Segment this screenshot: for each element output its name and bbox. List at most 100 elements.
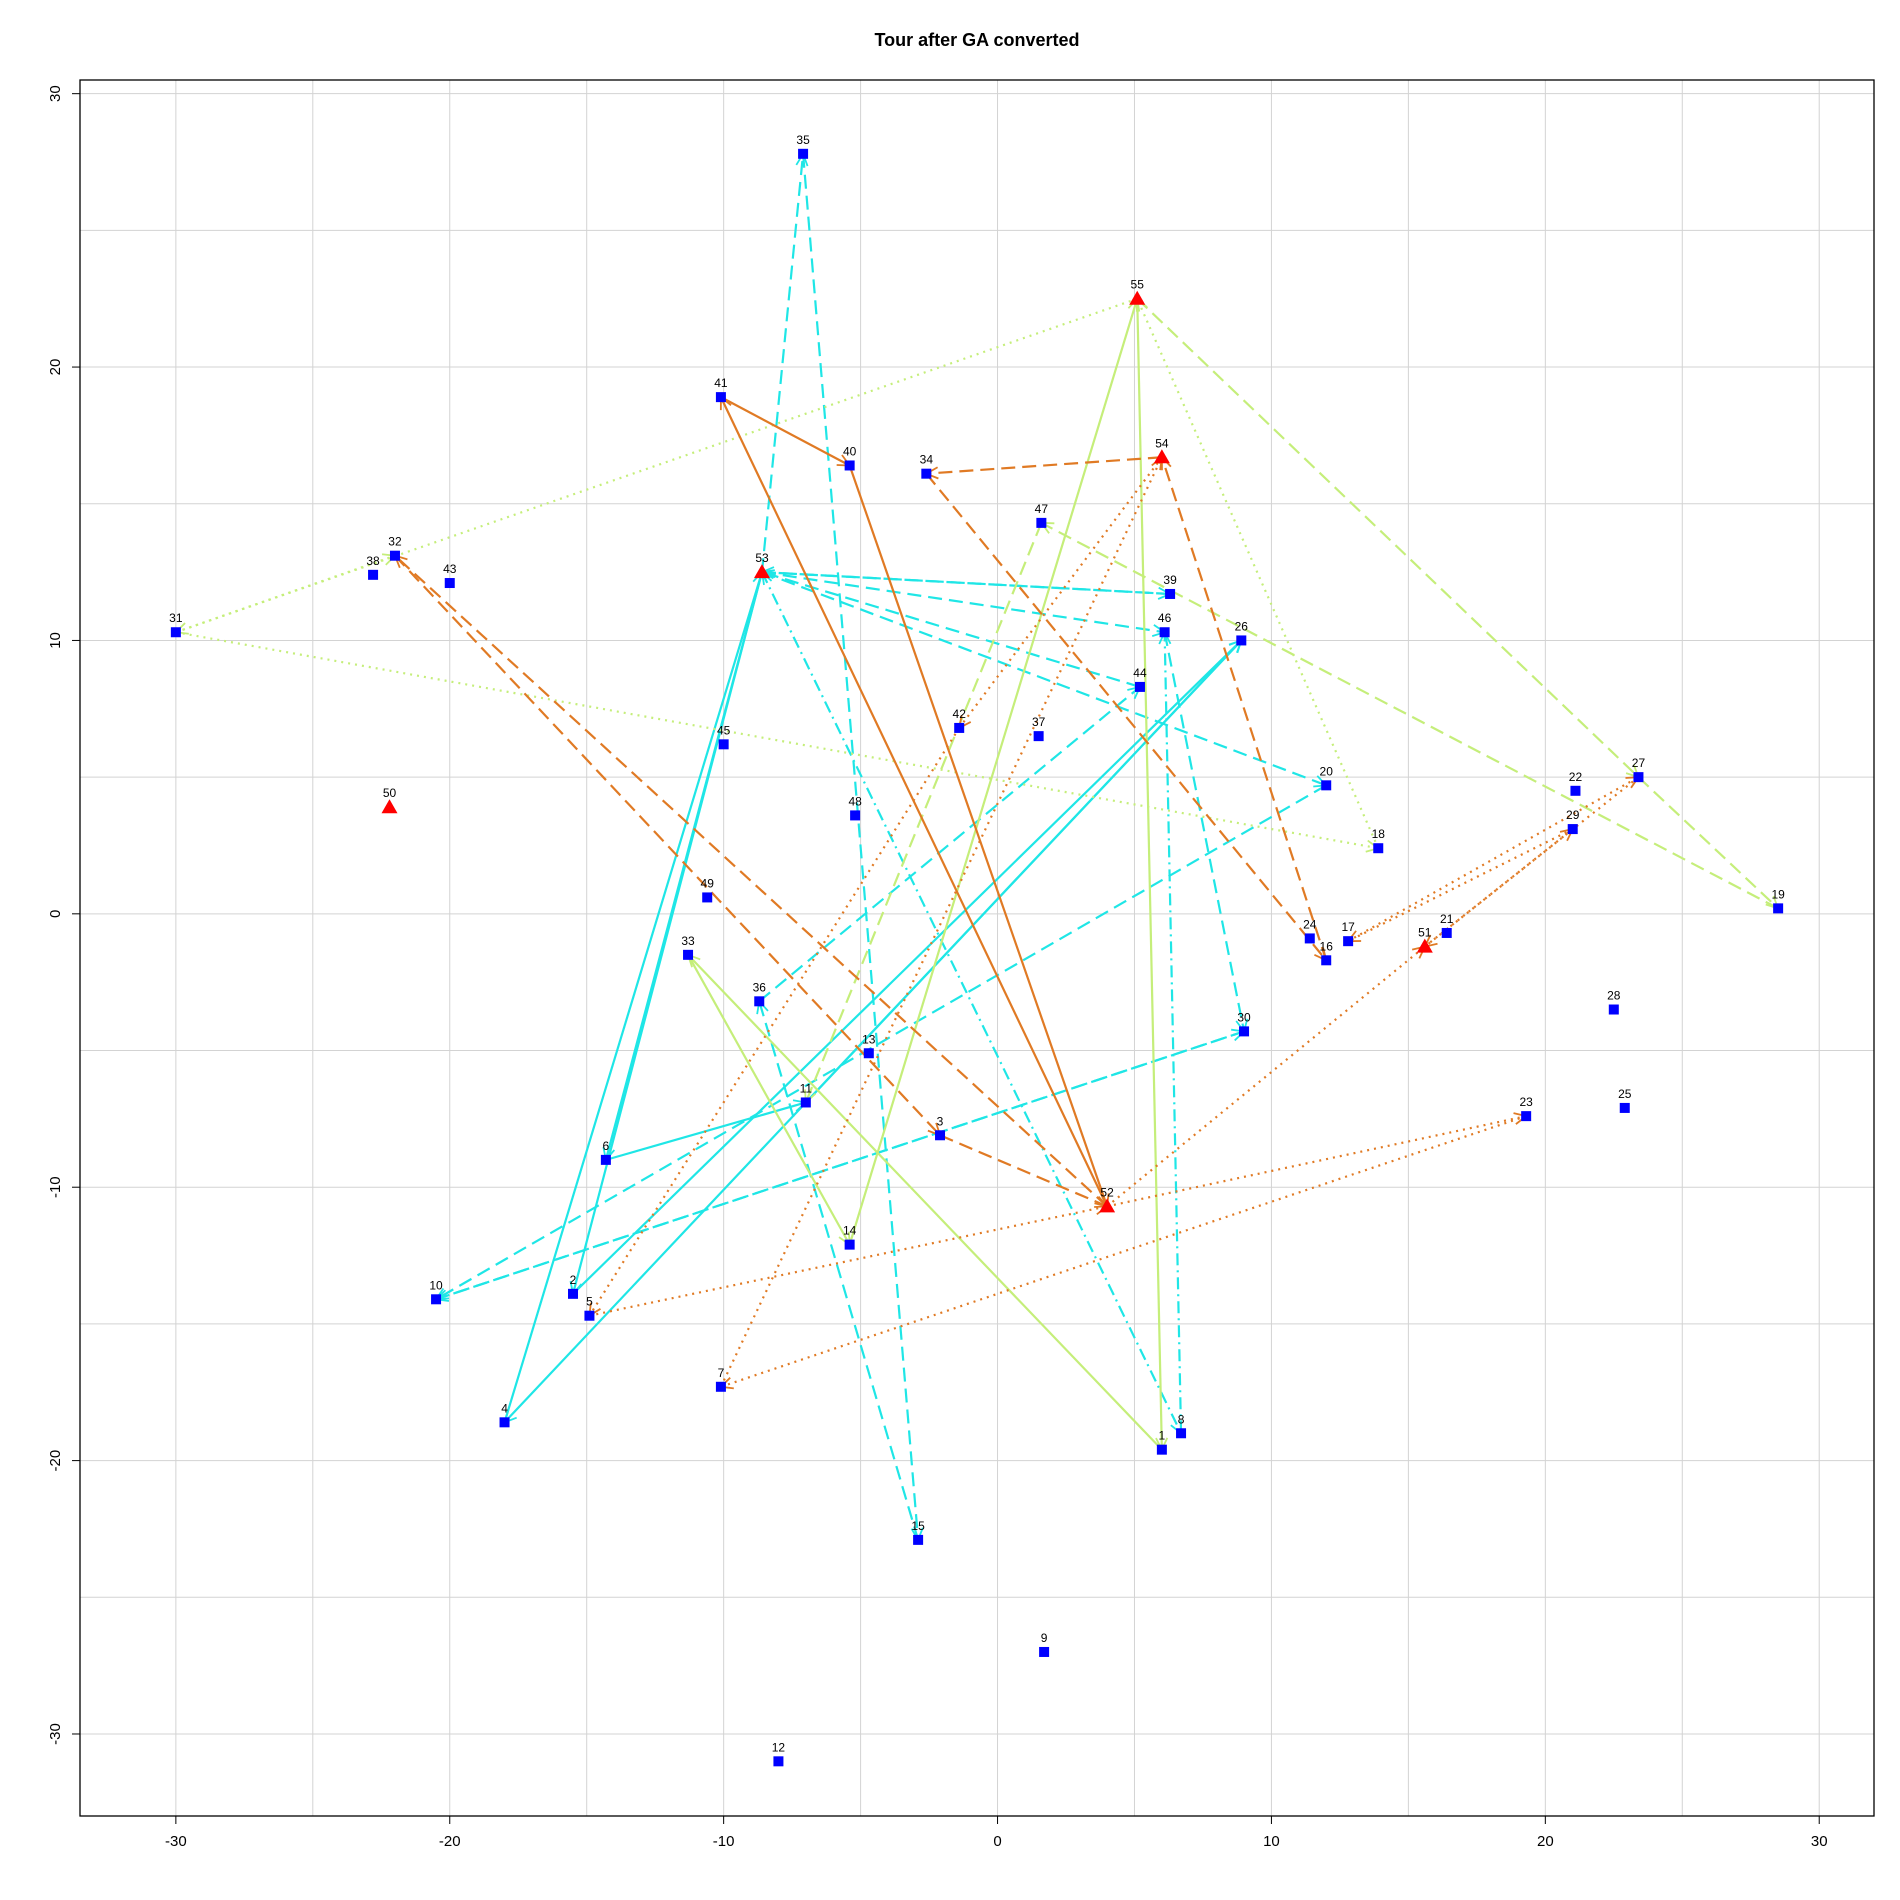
- route-segment-53-20: [761, 571, 1327, 787]
- route-segment-30-10: [435, 1030, 1245, 1301]
- node-label-52: 52: [1100, 1185, 1114, 1199]
- node-label-48: 48: [848, 794, 862, 808]
- node-label-35: 35: [796, 133, 810, 147]
- customer-marker-17: [1343, 936, 1354, 947]
- customer-marker-9: [1039, 1646, 1050, 1657]
- node-label-38: 38: [366, 554, 380, 568]
- node-label-18: 18: [1372, 827, 1386, 841]
- y-tick-label--20: -20: [47, 1450, 64, 1472]
- node-label-41: 41: [714, 376, 728, 390]
- route-segment-3-52: [939, 1134, 1108, 1208]
- customer-marker-45: [718, 739, 729, 750]
- node-label-31: 31: [169, 611, 183, 625]
- route-segment-19-47: [1040, 521, 1779, 910]
- customer-marker-30: [1239, 1026, 1250, 1037]
- node-label-4: 4: [501, 1401, 508, 1415]
- route-segment-54-42: [958, 456, 1163, 729]
- customer-marker-28: [1608, 1004, 1619, 1015]
- node-label-49: 49: [701, 876, 715, 890]
- node-label-14: 14: [843, 1224, 857, 1238]
- route-segment-52-32: [394, 554, 1108, 1208]
- node-label-19: 19: [1771, 887, 1785, 901]
- route-segment-1-33: [687, 954, 1163, 1451]
- route-segment-46-30: [1163, 632, 1246, 1032]
- node-label-3: 3: [937, 1114, 944, 1128]
- route-segment-53-46: [761, 571, 1165, 634]
- grid-lines: [80, 80, 1874, 1816]
- node-label-50: 50: [383, 786, 397, 800]
- node-label-17: 17: [1341, 920, 1355, 934]
- route-segment-2-26: [572, 639, 1243, 1295]
- x-tick-label--20: -20: [439, 1833, 461, 1850]
- node-label-30: 30: [1237, 1010, 1251, 1024]
- axes: -30 -20 -10 0 10 20 30 -30 -20 -10 0 10 20 30: [47, 85, 1828, 1850]
- customer-marker-8: [1176, 1428, 1187, 1439]
- node-label-8: 8: [1178, 1412, 1185, 1426]
- depot-marker-53: [753, 564, 770, 579]
- customer-marker-33: [683, 949, 694, 960]
- y-tick-label--10: -10: [47, 1176, 64, 1198]
- customer-marker-3: [935, 1130, 946, 1141]
- node-label-37: 37: [1032, 715, 1046, 729]
- route-segment-32-3: [394, 554, 941, 1137]
- route-segment-16-54: [1160, 456, 1328, 961]
- node-label-36: 36: [753, 980, 767, 994]
- customer-marker-15: [913, 1534, 924, 1545]
- x-tick-label-0: 0: [993, 1833, 1001, 1850]
- customer-marker-22: [1570, 785, 1581, 796]
- node-label-6: 6: [603, 1139, 610, 1153]
- node-label-13: 13: [862, 1032, 876, 1046]
- node-label-27: 27: [1632, 756, 1646, 770]
- node-label-47: 47: [1035, 502, 1049, 516]
- customer-marker-21: [1441, 927, 1452, 938]
- y-tick-label-20: 20: [47, 359, 64, 376]
- route-segment-52-41: [719, 396, 1109, 1207]
- node-label-34: 34: [920, 453, 934, 467]
- customer-marker-27: [1633, 772, 1644, 783]
- node-label-53: 53: [755, 551, 769, 565]
- customer-marker-44: [1134, 681, 1145, 692]
- node-label-10: 10: [429, 1278, 443, 1292]
- node-label-40: 40: [843, 444, 857, 458]
- node-label-20: 20: [1320, 764, 1334, 778]
- route-segment-20-10: [435, 784, 1327, 1301]
- node-label-25: 25: [1618, 1087, 1632, 1101]
- customer-marker-11: [800, 1097, 811, 1108]
- x-tick-label-10: 10: [1263, 1833, 1280, 1850]
- customer-marker-10: [431, 1294, 442, 1305]
- customer-marker-5: [584, 1310, 595, 1321]
- route-segment-55-27: [1136, 297, 1640, 778]
- node-label-21: 21: [1440, 912, 1454, 926]
- customer-marker-18: [1373, 843, 1384, 854]
- route-segment-31-18: [175, 631, 1379, 850]
- customer-marker-49: [702, 892, 713, 903]
- depot-marker-52: [1099, 1198, 1116, 1213]
- customer-marker-31: [170, 627, 181, 638]
- node-label-23: 23: [1519, 1095, 1533, 1109]
- customer-marker-19: [1773, 903, 1784, 914]
- node-label-26: 26: [1235, 619, 1249, 633]
- customer-marker-26: [1236, 635, 1247, 646]
- route-segment-33-14: [687, 954, 851, 1246]
- route-segment-54-34: [926, 456, 1162, 475]
- customer-marker-37: [1033, 731, 1044, 742]
- node-label-45: 45: [717, 723, 731, 737]
- depot-marker-51: [1416, 938, 1433, 953]
- route-segment-44-53: [761, 571, 1141, 688]
- node-label-33: 33: [681, 934, 695, 948]
- node-label-42: 42: [953, 707, 967, 721]
- customer-marker-23: [1521, 1111, 1532, 1122]
- plot-frame: [79, 79, 1875, 1817]
- y-tick-label-10: 10: [47, 632, 64, 649]
- node-label-39: 39: [1163, 573, 1177, 587]
- node-label-28: 28: [1607, 989, 1621, 1003]
- node-label-51: 51: [1418, 926, 1432, 940]
- customer-marker-24: [1304, 933, 1315, 944]
- route-segment-35-15: [801, 153, 920, 1540]
- node-label-55: 55: [1131, 278, 1145, 292]
- customer-marker-6: [600, 1154, 611, 1165]
- node-label-43: 43: [443, 562, 457, 576]
- y-tick-label-0: 0: [47, 910, 64, 918]
- customer-marker-42: [954, 722, 965, 733]
- customer-marker-4: [499, 1417, 510, 1428]
